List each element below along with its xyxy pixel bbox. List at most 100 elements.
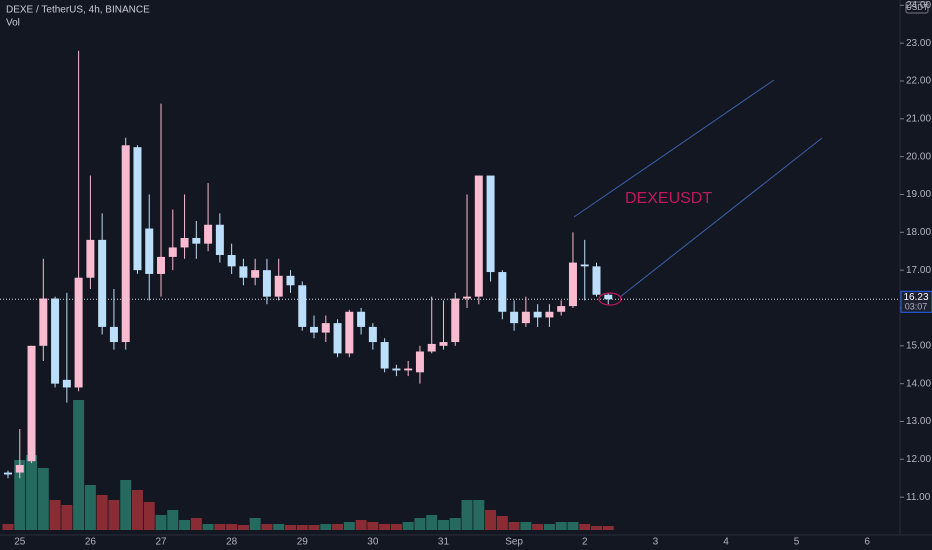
volume-bar xyxy=(332,524,344,530)
volume-bar xyxy=(49,500,61,530)
candle-body xyxy=(157,256,166,274)
x-tick-label: 2 xyxy=(582,537,588,548)
candle-body xyxy=(298,285,307,327)
volume-bar xyxy=(37,468,49,530)
volume-bar xyxy=(214,524,226,530)
volume-bar xyxy=(190,518,202,530)
volume-bar xyxy=(390,524,402,530)
volume-bar xyxy=(273,524,285,530)
x-tick-label: 29 xyxy=(297,537,309,548)
volume-bar xyxy=(296,525,308,530)
volume-bar xyxy=(591,526,602,530)
candle-body xyxy=(451,298,460,343)
candle-body xyxy=(463,296,472,299)
volume-bar xyxy=(402,522,414,530)
candle-body xyxy=(251,270,260,278)
x-tick-label: 4 xyxy=(723,537,729,548)
volume-bar xyxy=(449,518,461,530)
volume-bar xyxy=(437,520,449,530)
x-tick-label: 25 xyxy=(14,537,26,548)
candle-body xyxy=(404,368,413,371)
candle-body xyxy=(474,175,483,297)
x-tick-label: 28 xyxy=(226,537,238,548)
candle-body xyxy=(145,228,154,274)
y-tick-label: 22.00 xyxy=(906,76,931,87)
x-tick-label: 31 xyxy=(438,537,450,548)
volume-bar xyxy=(379,524,391,530)
volume-bar xyxy=(73,400,85,530)
candle-body xyxy=(533,311,542,318)
candle-body xyxy=(227,255,236,267)
volume-bar xyxy=(496,516,508,530)
volume-bar xyxy=(96,495,108,530)
x-tick-label: 27 xyxy=(155,537,167,548)
volume-bar xyxy=(485,510,497,530)
volume-bar xyxy=(84,485,96,530)
candle-body xyxy=(592,266,601,295)
candle-body xyxy=(486,175,495,273)
y-tick-label: 19.00 xyxy=(906,189,931,200)
volume-bar xyxy=(108,500,120,530)
y-tick-label: 17.00 xyxy=(906,265,931,276)
volume-bar xyxy=(579,524,591,530)
volume-bar xyxy=(167,510,179,530)
volume-bar xyxy=(473,500,485,530)
candle-body xyxy=(392,368,401,371)
candle-body xyxy=(274,275,283,297)
y-tick-label: 20.00 xyxy=(906,151,931,162)
candle-body xyxy=(51,298,60,384)
countdown: 03:07 xyxy=(905,302,928,312)
candle-body xyxy=(86,239,95,278)
y-tick-label: 14.00 xyxy=(906,378,931,389)
candle-body xyxy=(121,145,130,343)
candle-body xyxy=(510,311,519,324)
volume-bar xyxy=(308,525,320,530)
candle-body xyxy=(15,465,24,473)
y-tick-label: 23.00 xyxy=(906,38,931,49)
volume-bar xyxy=(555,522,567,530)
x-tick-label: 6 xyxy=(864,537,870,548)
volume-bar xyxy=(367,522,379,530)
candle-body xyxy=(557,306,566,312)
candle-body xyxy=(98,239,107,327)
currency-box xyxy=(905,1,929,14)
candle-body xyxy=(345,311,354,354)
candle-body xyxy=(439,342,448,346)
trend-line xyxy=(619,137,823,298)
y-tick-label: 18.00 xyxy=(906,227,931,238)
x-tick-label: 30 xyxy=(367,537,379,548)
volume-bar xyxy=(179,520,191,530)
candle-body xyxy=(215,224,224,256)
trend-line xyxy=(573,79,775,218)
volume-bar xyxy=(155,515,167,530)
candle-body xyxy=(333,323,342,354)
volume-bar xyxy=(543,524,555,530)
candle-body xyxy=(310,326,319,333)
y-tick-label: 11.00 xyxy=(906,492,931,503)
annotation: DEXEUSDT xyxy=(625,190,712,207)
candle-body xyxy=(368,326,377,343)
volume-bar xyxy=(143,502,155,530)
candle-body xyxy=(180,237,189,248)
candle-body xyxy=(62,379,71,388)
volume-bar xyxy=(120,480,132,530)
y-tick-label: 21.00 xyxy=(906,113,931,124)
candle-body xyxy=(27,345,36,462)
volume-bar xyxy=(355,520,367,530)
candle-body xyxy=(415,351,424,373)
candle-body xyxy=(133,147,142,271)
y-tick-label: 24.00 xyxy=(906,0,931,11)
volume-bar xyxy=(249,518,261,530)
x-tick-label: 3 xyxy=(653,537,659,548)
candle-body xyxy=(545,311,554,318)
currency: USDT xyxy=(906,3,928,12)
volume-bar xyxy=(508,522,520,530)
candle-body xyxy=(262,270,271,297)
volume-bar xyxy=(26,455,38,530)
volume-bar xyxy=(284,525,296,530)
candle-body xyxy=(74,277,83,388)
candle-body xyxy=(39,298,48,346)
last-price-label: 16.23 xyxy=(903,292,928,303)
